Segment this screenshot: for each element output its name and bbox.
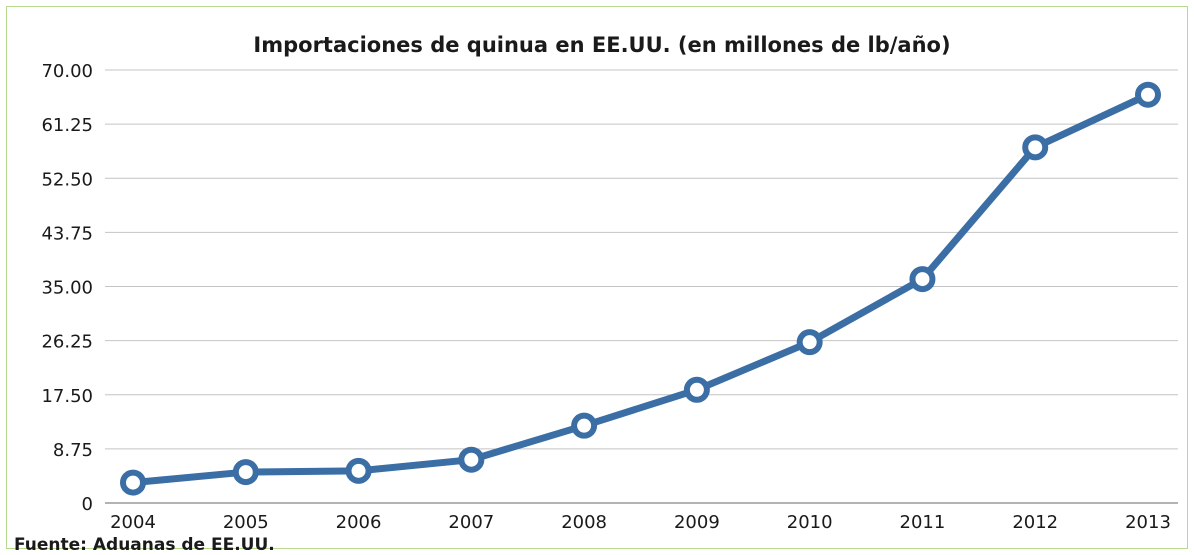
x-tick-label: 2010 — [787, 512, 833, 533]
series-line — [129, 91, 1152, 487]
x-axis-ticks: 2004 2005 2006 2007 2008 2009 2010 2011 2012 2013 — [110, 512, 1171, 533]
chart-frame — [6, 6, 1188, 549]
data-point-marker — [796, 329, 823, 356]
y-tick-label: 70.00 — [41, 61, 93, 82]
y-tick-label: 26.25 — [41, 332, 93, 353]
y-axis-ticks: 0 8.75 17.50 26.25 35.00 43.75 52.50 61.25 70.00 — [41, 61, 93, 515]
chart-title: Importaciones de quinua en EE.UU. (en mi… — [253, 33, 950, 57]
data-point-marker — [1135, 81, 1161, 108]
data-point-marker — [909, 266, 936, 293]
source-note: Fuente: Aduanas de EE.UU. — [14, 535, 275, 555]
data-point-marker — [232, 459, 259, 486]
x-tick-label: 2007 — [448, 512, 494, 533]
x-tick-label: 2004 — [110, 512, 156, 533]
data-point-marker — [1022, 134, 1049, 161]
gridlines — [105, 69, 1178, 450]
x-tick-label: 2013 — [1125, 512, 1171, 533]
x-tick-label: 2008 — [561, 512, 607, 533]
y-tick-label: 43.75 — [41, 223, 93, 244]
data-point-marker — [120, 469, 146, 496]
data-point-marker — [458, 446, 485, 473]
data-point-marker — [571, 412, 598, 439]
y-tick-label: 17.50 — [41, 386, 93, 407]
y-tick-label: 0 — [82, 494, 93, 515]
y-tick-label: 52.50 — [41, 169, 93, 190]
x-tick-label: 2006 — [336, 512, 382, 533]
series-markers — [120, 81, 1161, 496]
y-tick-label: 8.75 — [53, 440, 93, 461]
x-tick-label: 2012 — [1012, 512, 1058, 533]
x-tick-label: 2011 — [900, 512, 946, 533]
y-tick-label: 61.25 — [41, 115, 93, 136]
x-tick-label: 2005 — [223, 512, 269, 533]
data-point-marker — [345, 457, 372, 484]
y-tick-label: 35.00 — [41, 278, 93, 299]
data-point-marker — [683, 376, 710, 403]
x-tick-label: 2009 — [674, 512, 720, 533]
